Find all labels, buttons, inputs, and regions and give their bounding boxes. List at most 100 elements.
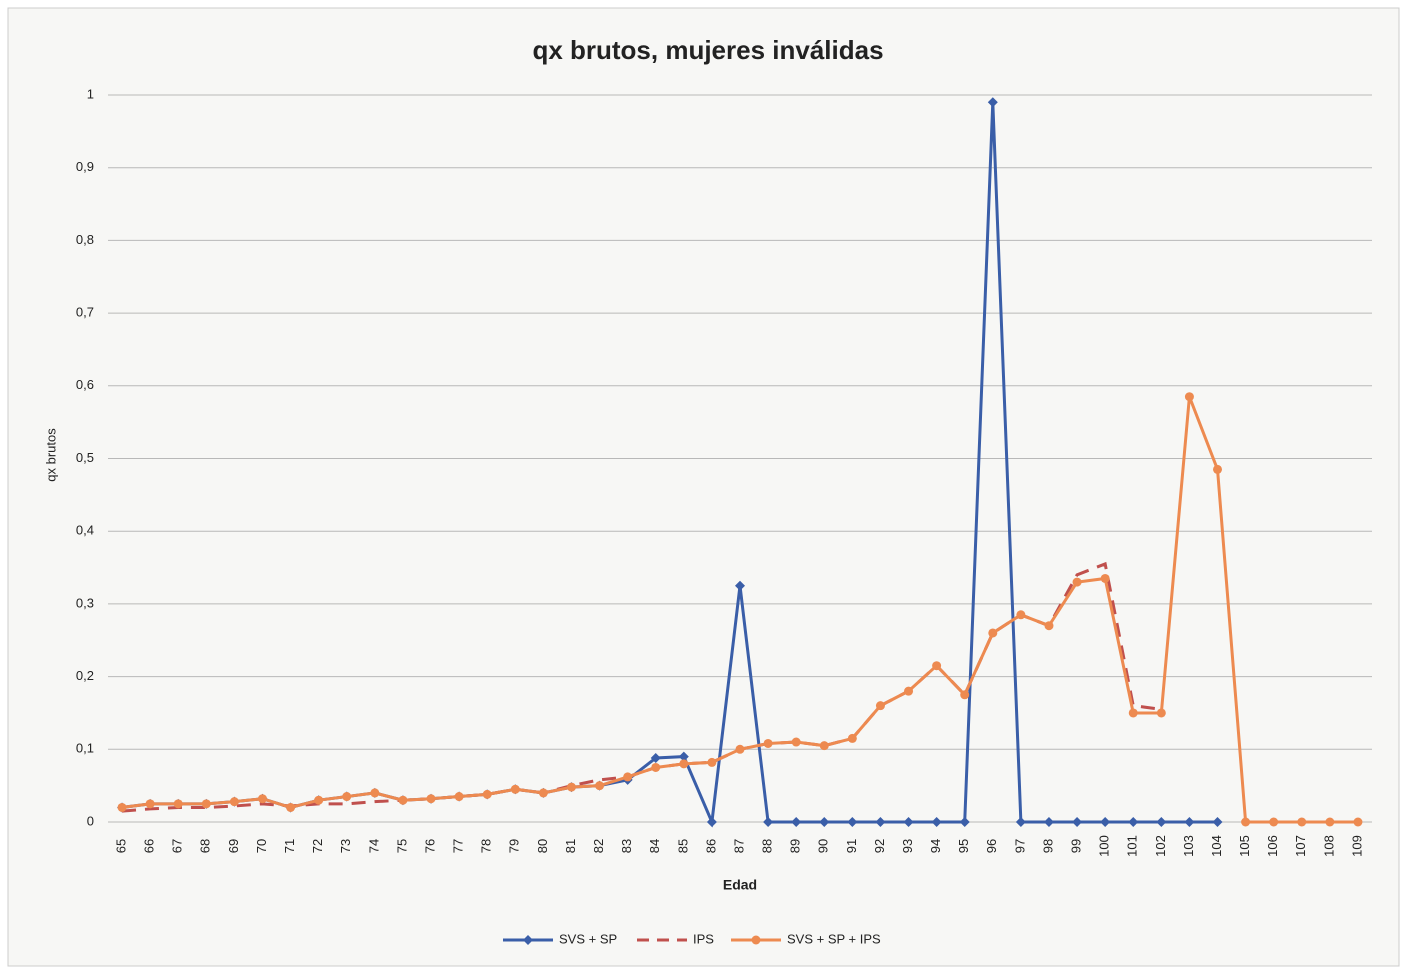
y-tick-label: 0,2 — [76, 668, 94, 683]
x-tick-label: 108 — [1321, 835, 1336, 857]
point — [623, 772, 633, 782]
point — [875, 817, 886, 827]
point — [1184, 392, 1194, 402]
y-tick-label: 0,1 — [76, 741, 94, 756]
point — [931, 817, 942, 827]
point — [819, 741, 829, 751]
point — [903, 817, 914, 827]
y-axis-label: qx brutos — [43, 428, 58, 482]
x-tick-label: 98 — [1040, 839, 1055, 853]
y-tick-label: 0 — [87, 813, 94, 828]
x-tick-label: 89 — [788, 839, 803, 853]
point — [875, 701, 885, 711]
point — [173, 799, 183, 809]
point — [763, 817, 774, 827]
x-tick-label: 78 — [479, 839, 494, 853]
x-tick-label: 85 — [675, 839, 690, 853]
x-tick-label: 81 — [563, 839, 578, 853]
y-tick-label: 0,4 — [76, 523, 94, 538]
legend-label: SVS + SP — [559, 931, 617, 946]
x-tick-label: 79 — [507, 839, 522, 853]
legend-label: SVS + SP + IPS — [787, 931, 881, 946]
point — [454, 792, 464, 802]
point — [1353, 817, 1363, 827]
point — [595, 781, 605, 791]
point — [1100, 573, 1110, 583]
chart-title: qx brutos, mujeres inválidas — [532, 35, 883, 65]
x-tick-label: 93 — [900, 839, 915, 853]
x-tick-label: 73 — [338, 839, 353, 853]
point — [1325, 817, 1335, 827]
x-tick-label: 74 — [366, 839, 381, 853]
point — [201, 799, 211, 809]
point — [1184, 817, 1195, 827]
legend-marker — [523, 935, 533, 945]
x-tick-label: 83 — [619, 839, 634, 853]
x-tick-label: 103 — [1181, 835, 1196, 857]
x-tick-label: 72 — [310, 839, 325, 853]
point — [566, 782, 576, 792]
x-tick-label: 104 — [1209, 835, 1224, 857]
x-tick-label: 91 — [844, 839, 859, 853]
y-tick-label: 1 — [87, 86, 94, 101]
y-tick-label: 0,7 — [76, 305, 94, 320]
y-tick-label: 0,8 — [76, 232, 94, 247]
point — [1128, 708, 1138, 718]
point — [707, 757, 717, 767]
x-tick-label: 87 — [731, 839, 746, 853]
x-tick-label: 76 — [422, 839, 437, 853]
point — [1297, 817, 1307, 827]
point — [679, 759, 689, 769]
point — [1212, 817, 1223, 827]
point — [706, 817, 717, 827]
point — [987, 97, 998, 108]
x-tick-label: 84 — [647, 839, 662, 853]
x-tick-label: 86 — [703, 839, 718, 853]
point — [426, 794, 436, 804]
point — [1241, 817, 1251, 827]
point — [932, 661, 942, 671]
x-tick-label: 70 — [254, 839, 269, 853]
x-tick-label: 66 — [142, 839, 157, 853]
point — [735, 580, 745, 591]
x-tick-label: 107 — [1293, 835, 1308, 857]
point — [1044, 621, 1054, 631]
point — [650, 753, 661, 764]
y-tick-label: 0,3 — [76, 595, 94, 610]
x-tick-label: 97 — [1012, 839, 1027, 853]
point — [651, 762, 661, 772]
point — [370, 788, 380, 798]
x-tick-label: 90 — [816, 839, 831, 853]
x-tick-label: 68 — [198, 839, 213, 853]
x-tick-label: 106 — [1265, 835, 1280, 857]
x-tick-label: 105 — [1237, 835, 1252, 857]
point — [1015, 817, 1026, 827]
point — [988, 628, 998, 638]
point — [1043, 817, 1054, 827]
point — [1213, 464, 1223, 474]
point — [482, 789, 492, 799]
point — [959, 817, 970, 827]
x-tick-label: 77 — [451, 839, 466, 853]
point — [678, 751, 689, 762]
x-tick-label: 80 — [535, 839, 550, 853]
point — [1128, 817, 1139, 827]
x-tick-label: 69 — [226, 839, 241, 853]
point — [314, 795, 324, 805]
point — [286, 802, 296, 812]
x-tick-label: 92 — [872, 839, 887, 853]
point — [398, 795, 408, 805]
point — [1016, 610, 1026, 620]
x-axis-label: Edad — [723, 877, 757, 893]
point — [1072, 817, 1083, 827]
point — [791, 817, 802, 827]
x-tick-label: 65 — [113, 839, 128, 853]
point — [257, 794, 267, 804]
legend-label: IPS — [693, 931, 714, 946]
y-tick-label: 0,9 — [76, 159, 94, 174]
point — [791, 737, 801, 747]
point — [847, 733, 857, 743]
x-tick-label: 71 — [282, 839, 297, 853]
x-tick-label: 101 — [1125, 835, 1140, 857]
